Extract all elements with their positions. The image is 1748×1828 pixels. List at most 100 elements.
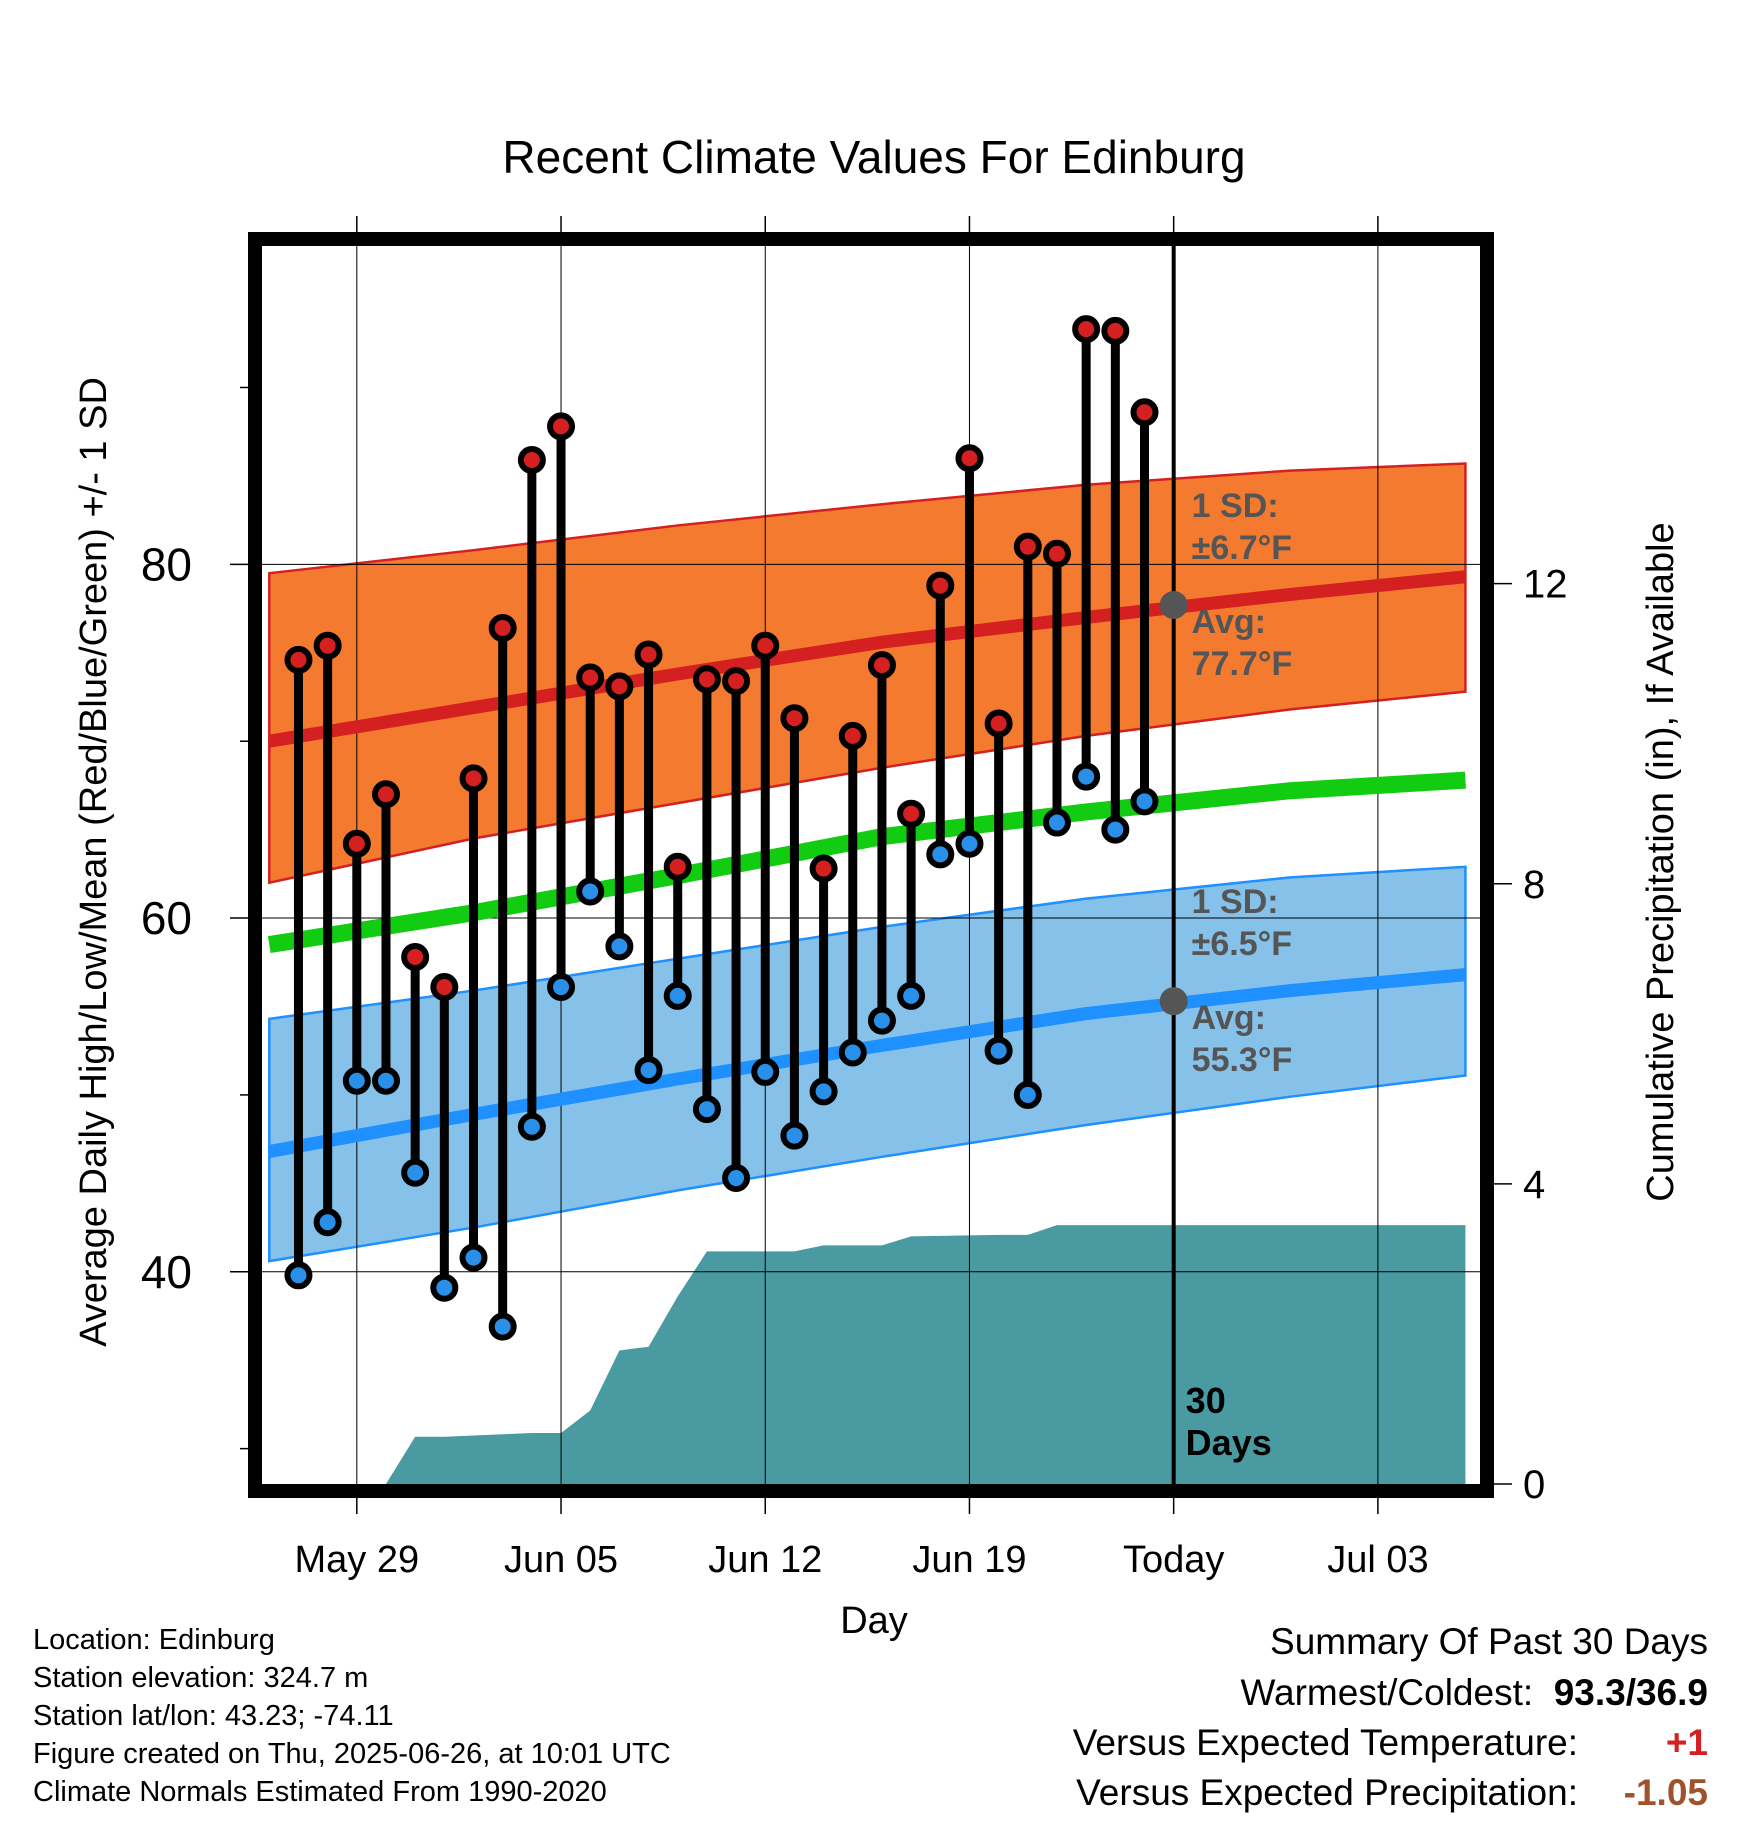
low-point [663, 981, 692, 1010]
low-point [430, 1273, 459, 1302]
low-point [897, 981, 926, 1010]
y-tick-label-left: 60 [141, 892, 192, 944]
low-avg-value: 55.3°F [1192, 1041, 1293, 1079]
high-avg-today-marker [1159, 591, 1188, 620]
high-point [605, 672, 634, 701]
high-point [459, 764, 488, 793]
info-location: Location: Edinburg [33, 1624, 275, 1656]
summary-warm-cold-value: 93.3/36.9 [1553, 1672, 1708, 1713]
low-point [576, 877, 605, 906]
high-point [780, 704, 809, 733]
low-point [751, 1057, 780, 1086]
high-avg-value: 77.7°F [1192, 645, 1293, 683]
high-point [284, 645, 313, 674]
high-point [1013, 532, 1042, 561]
low-point [547, 973, 576, 1002]
x-tick-label: May 29 [295, 1539, 420, 1581]
high-point [1130, 398, 1159, 427]
high-mean-line [268, 570, 1467, 748]
summary-temp-label: Versus Expected Temperature: [1072, 1722, 1578, 1763]
high-point [838, 721, 867, 750]
precip-area [240, 1225, 1466, 1484]
high-point [692, 665, 721, 694]
low-point [1013, 1080, 1042, 1109]
low-avg-label: Avg: [1192, 999, 1266, 1037]
high-point [1072, 315, 1101, 344]
info-normals: Climate Normals Estimated From 1990-2020 [33, 1776, 607, 1808]
y-tick-label-right: 0 [1523, 1463, 1545, 1507]
low-point [517, 1112, 546, 1141]
low-point [1042, 808, 1071, 837]
high-point [547, 412, 576, 441]
y-axis-label-left: Average Daily High/Low/Mean (Red/Blue/Gr… [73, 377, 115, 1347]
low-point [401, 1158, 430, 1187]
x-tick-label: Jun 19 [912, 1539, 1026, 1581]
low-point [692, 1095, 721, 1124]
high-point [1042, 539, 1071, 568]
station-info: Location: Edinburg Station elevation: 32… [33, 1621, 671, 1811]
x-tick-label: Jul 03 [1327, 1539, 1428, 1581]
low-sd-label: 1 SD: [1192, 883, 1279, 921]
high-point [576, 663, 605, 692]
low-point [984, 1036, 1013, 1065]
summary-precip-label: Versus Expected Precipitation: [1076, 1772, 1578, 1813]
low-point [605, 932, 634, 961]
y-tick-label-right: 12 [1523, 563, 1568, 607]
high-sd-label: 1 SD: [1192, 487, 1279, 525]
high-point [1101, 316, 1130, 345]
x-axis-label: Day [840, 1600, 908, 1642]
high-point [371, 780, 400, 809]
summary-temp-value: +1 [1665, 1722, 1708, 1763]
high-point [897, 799, 926, 828]
x-tick-label: Jun 12 [708, 1539, 822, 1581]
summary-precip-value: -1.05 [1623, 1772, 1708, 1813]
low-avg-today-marker [1159, 987, 1188, 1016]
high-point [663, 852, 692, 881]
low-point [926, 840, 955, 869]
low-point [867, 1006, 896, 1035]
low-point [1101, 815, 1130, 844]
info-latlon: Station lat/lon: 43.23; -74.11 [33, 1700, 394, 1732]
y-tick-label-left: 40 [141, 1246, 192, 1298]
low-point [342, 1066, 371, 1095]
chart-title: Recent Climate Values For Edinburg [502, 131, 1245, 183]
low-sd-value: ±6.5°F [1192, 925, 1292, 963]
y-axis-label-right: Cumulative Precipitation (in), If Availa… [1640, 522, 1682, 1201]
x-tick-label: Jun 05 [504, 1539, 618, 1581]
high-sd-band [268, 462, 1467, 885]
x-tick-label: Today [1123, 1539, 1224, 1581]
high-point [984, 709, 1013, 738]
high-point [955, 444, 984, 473]
plot-area: 1 SD: ±6.7°F Avg: 77.7°F 1 SD: ±6.5°F Avg: 55.3… [141, 216, 1568, 1581]
high-point [342, 829, 371, 858]
summary-warm-cold-row: Warmest/Coldest: 93.3/36.9 [1240, 1672, 1708, 1714]
high-point [313, 631, 342, 660]
high-point [430, 973, 459, 1002]
low-point [1072, 762, 1101, 791]
low-point [284, 1261, 313, 1290]
high-point [517, 445, 546, 474]
low-point [722, 1164, 751, 1193]
low-sd-band [268, 865, 1467, 1263]
info-elevation: Station elevation: 324.7 m [33, 1662, 369, 1694]
high-point [401, 942, 430, 971]
high-point [926, 571, 955, 600]
low-point [1130, 787, 1159, 816]
summary-precip-row: Versus Expected Precipitation: -1.05 [1076, 1772, 1708, 1814]
low-point [634, 1056, 663, 1085]
y-tick-label-right: 4 [1523, 1163, 1545, 1207]
plot-frame [248, 232, 1494, 1498]
summary-title: Summary Of Past 30 Days [1270, 1621, 1708, 1662]
low-point [809, 1077, 838, 1106]
low-point [780, 1121, 809, 1150]
high-sd-value: ±6.7°F [1192, 529, 1292, 567]
low-point [313, 1208, 342, 1237]
y-tick-label-left: 80 [141, 538, 192, 590]
high-point [722, 667, 751, 696]
high-point [809, 854, 838, 883]
high-point [867, 651, 896, 680]
low-point [838, 1038, 867, 1067]
y-tick-label-right: 8 [1523, 863, 1545, 907]
summary-warm-cold-label: Warmest/Coldest: [1240, 1672, 1534, 1713]
